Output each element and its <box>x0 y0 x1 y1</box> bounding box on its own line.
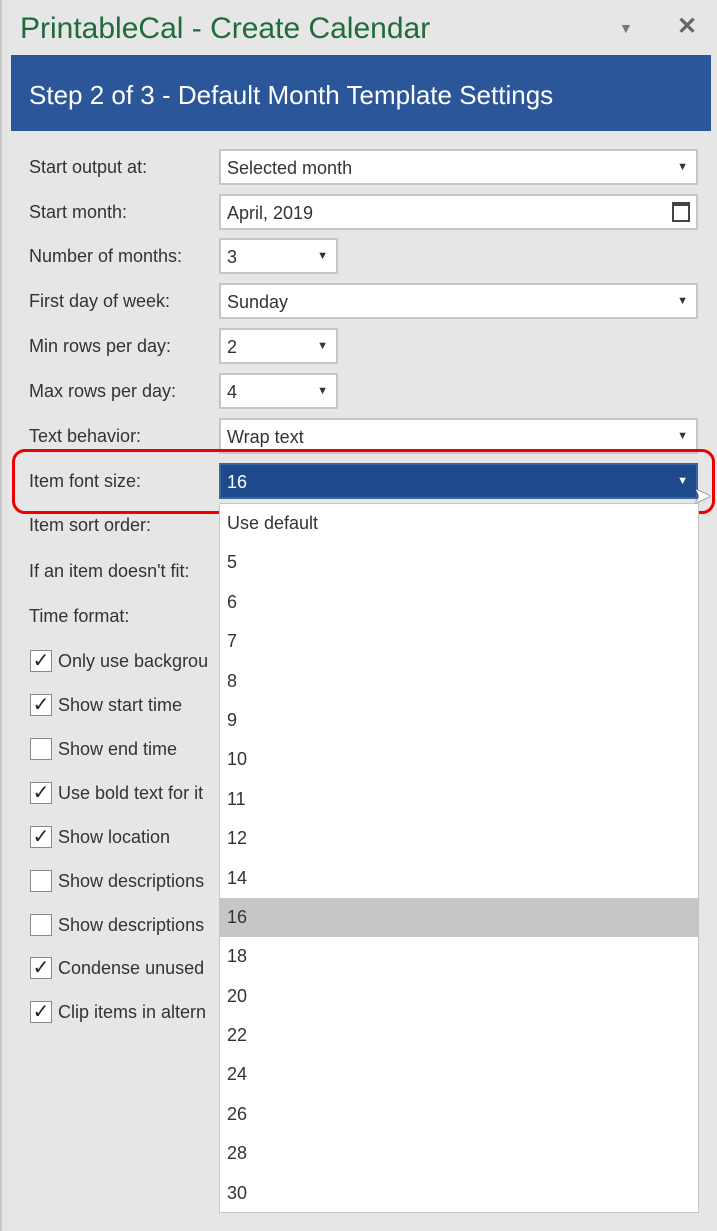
field-row: Text behavior: Wrap text ▼ <box>2 418 717 454</box>
checkbox-row[interactable]: ✓ Only use backgrou <box>2 650 717 680</box>
checkbox[interactable]: ✓ <box>30 957 52 979</box>
field-row: Item sort order: <box>2 507 717 543</box>
calendar-icon[interactable] <box>672 202 690 222</box>
mouse-cursor-icon: ➤ <box>693 483 712 508</box>
dropdown[interactable]: 2 ▼ <box>219 328 338 364</box>
field-label: Item sort order: <box>29 515 152 535</box>
checkbox-row[interactable]: ✓ Clip items in altern <box>2 1001 717 1031</box>
field-value: April, 2019 <box>227 203 314 223</box>
field-label: Start month: <box>29 202 128 222</box>
field-row: Number of months: 3 ▼ <box>2 238 717 274</box>
checkbox-row[interactable]: Show descriptions <box>2 870 717 900</box>
dropdown[interactable]: Selected month ▼ <box>219 149 698 185</box>
field-label: Number of months: <box>29 246 183 266</box>
field-label: Time format: <box>29 606 130 626</box>
chevron-down-icon[interactable]: ▼ <box>677 475 688 487</box>
field-label: First day of week: <box>29 291 171 311</box>
field-label: Text behavior: <box>29 426 142 446</box>
field-label: If an item doesn't fit: <box>29 561 190 581</box>
dropdown-option[interactable]: Use default <box>227 513 319 533</box>
checkbox-label: Show descriptions <box>58 871 205 891</box>
checkbox-label: Use bold text for it <box>58 783 204 803</box>
checkbox-label: Only use backgrou <box>58 651 209 671</box>
field-value: 3 <box>227 247 238 267</box>
checkbox[interactable]: ✓ <box>30 650 52 672</box>
dropdown-option[interactable]: 10 <box>227 749 248 770</box>
checkbox-label: Condense unused <box>58 958 205 978</box>
checkbox-label: Clip items in altern <box>58 1002 207 1022</box>
field-row: First day of week: Sunday ▼ <box>2 283 717 319</box>
checkbox-row[interactable]: ✓ Show start time <box>2 694 717 724</box>
checkbox-row[interactable]: ✓ Condense unused <box>2 957 717 987</box>
field-row: If an item doesn't fit: <box>2 553 717 589</box>
checkbox-row[interactable]: ✓ Use bold text for it <box>2 782 717 812</box>
field-value: 4 <box>227 382 238 402</box>
dropdown-option[interactable]: 12 <box>227 828 248 849</box>
checkbox-row[interactable]: Show end time <box>2 738 717 768</box>
chevron-down-icon[interactable]: ▼ <box>677 295 688 307</box>
step-header: Step 2 of 3 - Default Month Template Set… <box>11 55 711 131</box>
field-label: Min rows per day: <box>29 336 172 356</box>
checkbox[interactable]: ✓ <box>30 826 52 848</box>
field-row: Min rows per day: 2 ▼ <box>2 328 717 364</box>
checkbox-label: Show descriptions <box>58 915 205 935</box>
dropdown[interactable]: 3 ▼ <box>219 238 338 274</box>
field-row: Start month: April, 2019 <box>2 194 717 230</box>
dropdown[interactable]: Sunday ▼ <box>219 283 698 319</box>
checkbox[interactable] <box>30 738 52 760</box>
field-row: Item font size: 16 ▼ <box>2 463 717 499</box>
chevron-down-icon[interactable]: ▼ <box>677 430 688 442</box>
chevron-down-icon[interactable]: ▼ <box>317 250 328 262</box>
dropdown-option[interactable]: 30 <box>227 1182 248 1203</box>
field-value: Selected month <box>227 158 353 178</box>
dropdown-option[interactable]: 26 <box>227 1103 248 1124</box>
field-value: Wrap text <box>227 427 304 447</box>
chevron-down-icon[interactable]: ▼ <box>317 385 328 397</box>
dropdown-option[interactable]: 28 <box>227 1143 248 1164</box>
window-title: PrintableCal - Create Calendar <box>20 12 431 45</box>
close-icon[interactable]: ✕ <box>677 13 698 40</box>
pane-options-icon[interactable]: ▼ <box>619 20 633 36</box>
field-value: Sunday <box>227 292 289 312</box>
checkbox-label: Show end time <box>58 739 178 759</box>
field-label: Start output at: <box>29 157 148 177</box>
chevron-down-icon[interactable]: ▼ <box>677 161 688 173</box>
dropdown-option[interactable]: 14 <box>227 867 248 888</box>
checkbox[interactable]: ✓ <box>30 694 52 716</box>
dropdown-option[interactable]: 5 <box>227 552 238 573</box>
checkbox-label: Show start time <box>58 695 183 715</box>
checkbox-row[interactable]: Show descriptions <box>2 914 717 944</box>
dropdown-option[interactable]: 16 <box>220 897 698 938</box>
chevron-down-icon[interactable]: ▼ <box>317 340 328 352</box>
field-row: Max rows per day: 4 ▼ <box>2 373 717 409</box>
date-picker[interactable]: April, 2019 <box>219 194 698 230</box>
field-label: Max rows per day: <box>29 381 177 401</box>
field-value: 2 <box>227 337 238 357</box>
checkbox-label: Show location <box>58 827 171 847</box>
font-size-dropdown-list[interactable]: Use default 5 6 7 8 9 10 11 12 14 16 18 20 22 24 26 28 30 <box>219 503 699 1213</box>
field-value: 16 <box>227 472 248 492</box>
dropdown-option[interactable]: 22 <box>227 1025 248 1046</box>
dropdown[interactable]: 16 ▼ <box>219 463 698 499</box>
dropdown-option[interactable]: 20 <box>227 985 248 1006</box>
dropdown-option[interactable]: 8 <box>227 670 238 691</box>
dropdown-option[interactable]: 18 <box>227 946 248 967</box>
field-row: Time format: <box>2 598 717 634</box>
dropdown-option[interactable]: 6 <box>227 591 238 612</box>
field-label: Item font size: <box>29 471 142 491</box>
checkbox-row[interactable]: ✓ Show location <box>2 826 717 856</box>
dropdown[interactable]: Wrap text ▼ <box>219 418 698 454</box>
dropdown-option[interactable]: 24 <box>227 1064 248 1085</box>
checkbox[interactable]: ✓ <box>30 1001 52 1023</box>
dropdown-option[interactable]: 11 <box>227 788 246 809</box>
checkbox[interactable]: ✓ <box>30 782 52 804</box>
checkbox[interactable] <box>30 914 52 936</box>
dropdown[interactable]: 4 ▼ <box>219 373 338 409</box>
dropdown-option[interactable]: 7 <box>227 631 238 652</box>
dropdown-option[interactable]: 9 <box>227 709 238 730</box>
field-row: Start output at: Selected month ▼ <box>2 149 717 185</box>
checkbox[interactable] <box>30 870 52 892</box>
